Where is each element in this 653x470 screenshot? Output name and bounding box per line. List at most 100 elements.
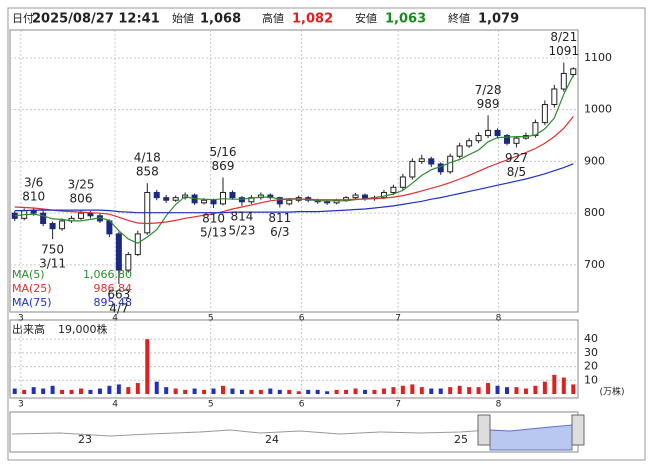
candle-body: [390, 186, 397, 193]
volume-bar: [50, 385, 55, 394]
volume-bar: [211, 388, 216, 394]
volume-bar: [334, 389, 339, 394]
legend-name: MA(5): [12, 268, 45, 281]
volume-bar: [183, 389, 188, 394]
annotation-date: 5/13: [200, 225, 227, 239]
candle-body: [172, 197, 179, 201]
x-tick-label: 7: [395, 400, 401, 410]
volume-bar: [429, 388, 434, 394]
volume-bar: [448, 387, 453, 394]
annotation-value: 750: [41, 243, 64, 257]
volume-bar: [486, 383, 491, 394]
volume-bar: [363, 389, 367, 394]
volume-tick-label: 40: [584, 332, 598, 345]
volume-bar: [116, 384, 121, 394]
volume-bar: [249, 389, 254, 394]
volume-title: 出来高: [12, 322, 45, 336]
volume-bar: [173, 388, 178, 394]
candle-body: [541, 104, 548, 124]
annotation-value: 858: [136, 165, 159, 179]
candle-body: [78, 212, 84, 219]
volume-bar: [571, 384, 576, 394]
volume-tick-label: 10: [584, 373, 598, 386]
volume-bar: [552, 374, 557, 394]
volume-bar: [306, 389, 311, 394]
candle-body: [485, 129, 492, 137]
annotation-value: 810: [202, 211, 225, 225]
annotation-date: 3/11: [39, 257, 66, 271]
annotation-date: 4/18: [134, 151, 161, 165]
navigator-label: 23: [78, 433, 92, 446]
volume-bar: [523, 388, 528, 394]
candle-body: [286, 199, 293, 205]
legend-value: 1,066.80: [83, 268, 132, 281]
volume-tick-label: 30: [584, 346, 598, 359]
candle-body: [201, 199, 208, 204]
volume-bar: [258, 389, 263, 394]
candle-body: [30, 210, 37, 214]
header-label: 始値: [172, 11, 194, 25]
candle-body: [115, 233, 122, 271]
volume-bar: [277, 389, 282, 394]
candle-body: [210, 199, 217, 205]
volume-bar: [353, 388, 358, 394]
annotation-value: 869: [212, 159, 235, 173]
x-tick-label: 5: [208, 400, 214, 410]
candle-body: [475, 135, 482, 142]
candle-body: [466, 140, 473, 147]
candle-body: [428, 158, 435, 165]
candle-body: [513, 137, 520, 144]
candle-body: [125, 254, 132, 271]
annotation-value: 806: [70, 192, 93, 206]
volume-bar: [202, 389, 207, 394]
volume-bar: [60, 389, 65, 394]
x-tick-label: 6: [299, 400, 305, 410]
candle-body: [399, 176, 406, 188]
x-tick-label: 5: [208, 314, 214, 324]
volume-bar: [495, 385, 500, 394]
candle-body: [49, 223, 56, 230]
volume-bar: [438, 388, 443, 394]
volume-bar: [268, 388, 273, 394]
volume-bar: [467, 387, 472, 394]
annotation-value: 927: [505, 151, 528, 165]
legend-name: MA(75): [12, 296, 52, 309]
volume-bar: [230, 388, 235, 394]
volume-bar: [97, 388, 102, 394]
candle-body: [447, 155, 454, 173]
ma-line: [14, 163, 574, 214]
y-tick-label: 1100: [584, 51, 612, 64]
annotation-date: 5/23: [228, 223, 255, 237]
volume-unit: (万株): [599, 386, 624, 398]
navigator-handle-left[interactable]: [477, 414, 491, 446]
candle-body: [504, 135, 510, 144]
y-tick-label: 700: [584, 258, 605, 271]
candle-body: [59, 220, 66, 230]
navigator-handle-right[interactable]: [571, 414, 585, 446]
volume-bar: [419, 387, 424, 394]
x-tick-label: 7: [395, 314, 401, 324]
annotation-value: 663: [107, 288, 130, 302]
volume-panel: [9, 319, 579, 399]
header-value: 1,063: [385, 12, 426, 27]
annotation-date: 3/25: [68, 178, 95, 192]
x-tick-label: 3: [18, 314, 24, 324]
y-tick-label: 900: [584, 154, 605, 167]
header-label: 終値: [448, 11, 470, 25]
navigator-range: [489, 424, 573, 451]
annotation-value: 989: [477, 97, 500, 111]
annotation-value: 1091: [549, 44, 580, 58]
volume-bar: [410, 384, 415, 394]
annotation-date: 3/6: [24, 175, 43, 189]
volume-bar: [88, 389, 93, 394]
x-tick-label: 8: [496, 314, 502, 324]
candle-body: [409, 160, 416, 178]
volume-bar: [561, 377, 566, 394]
y-tick-label: 800: [584, 206, 605, 219]
navigator-line: [11, 429, 491, 437]
volume-bar: [391, 387, 396, 394]
frame: [7, 7, 646, 461]
candle-body: [229, 191, 236, 199]
annotation-value: 811: [268, 211, 291, 225]
volume-bar: [381, 388, 386, 394]
